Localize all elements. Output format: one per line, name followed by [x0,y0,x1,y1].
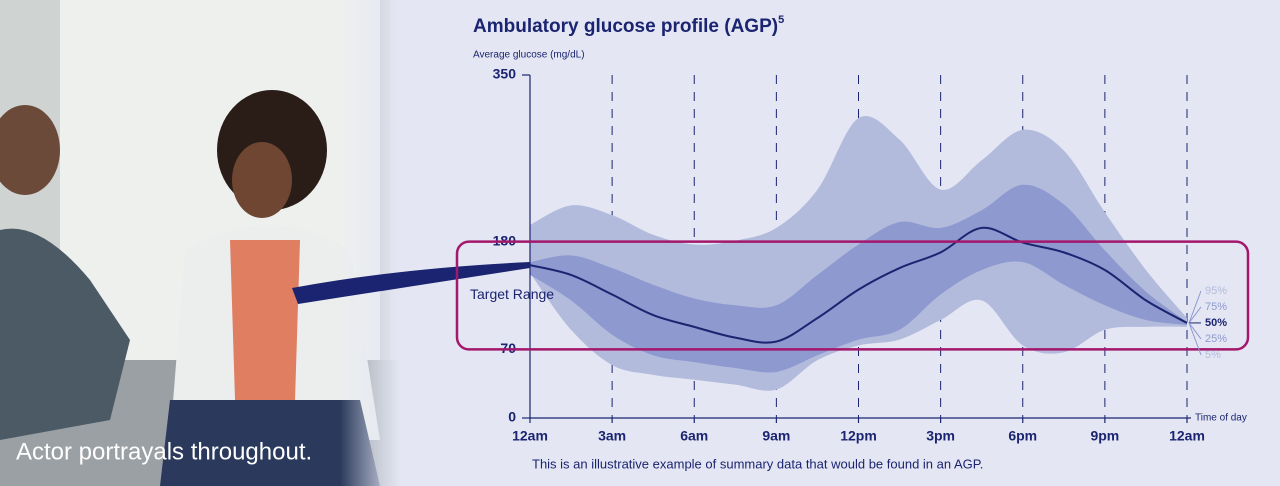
y-tick-label: 70 [500,340,516,356]
x-tick-label: 9pm [1090,428,1119,444]
x-tick-label: 12pm [840,428,877,444]
target-range-box [455,240,1250,351]
y-axis-label: Average glucose (mg/dL) [473,50,585,61]
target-range-label: Target Range [470,286,554,302]
photo-caption: Actor portrayals throughout. [16,438,312,465]
legend-connector [1188,322,1202,340]
legend-label: 25% [1205,333,1227,345]
percentile-band [530,184,1187,373]
legend-connector [1188,290,1202,324]
y-tick-label: 350 [493,66,517,82]
legend-label: 5% [1205,349,1221,361]
x-tick-label: 12am [512,428,548,444]
legend-label: 75% [1205,301,1227,313]
legend-label: 50% [1205,317,1227,329]
legend-label: 95% [1205,285,1227,297]
y-tick-label: 0 [508,409,516,425]
photo-fade [0,0,400,486]
x-tick-label: 12am [1169,428,1205,444]
title-footnote: 5 [778,14,784,26]
legend-connector [1188,322,1202,356]
x-tick-label: 9am [762,428,790,444]
x-axis-label: Time of day [1195,413,1247,424]
y-tick-label: 180 [493,232,517,248]
connector [292,262,530,304]
legend-connector [1188,306,1202,324]
x-tick-label: 6am [680,428,708,444]
x-tick-label: 3pm [926,428,955,444]
x-tick-label: 6pm [1008,428,1037,444]
chart-title: Ambulatory glucose profile (AGP)5 [473,14,784,37]
x-tick-label: 3am [598,428,626,444]
chart-title-text: Ambulatory glucose profile (AGP) [473,16,778,37]
plot: 0 70 180 350 12am 3am 6am 9am 12pm 3pm 6pm 9pm 12am T… [455,66,1250,444]
median-line [529,226,1188,344]
footnote: This is an illustrative example of summa… [532,456,983,471]
photo: Actor portrayals throughout. [0,0,400,486]
